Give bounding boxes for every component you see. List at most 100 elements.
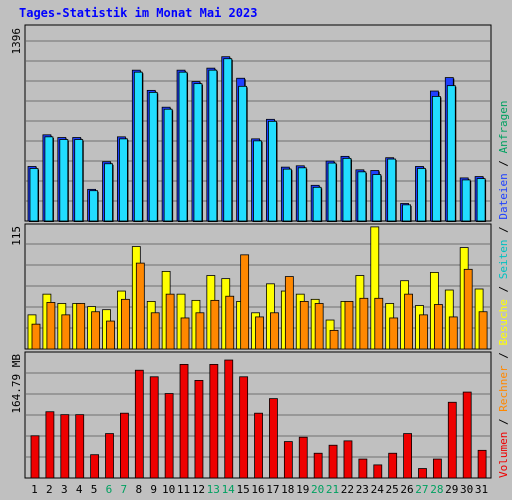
x-tick-label: 20 <box>311 483 324 496</box>
dateien-bar <box>431 96 441 222</box>
x-tick-label: 23 <box>356 483 369 496</box>
volumen-bar <box>388 452 398 479</box>
right-legend: Volumen / Rechner / Besuche / Seiten / D… <box>497 100 510 478</box>
rechner-bar <box>240 254 250 350</box>
volumen-bar <box>432 458 442 479</box>
dateien-bar <box>327 162 337 222</box>
dateien-bar <box>193 83 203 222</box>
volumen-bar <box>149 376 159 479</box>
volumen-bar <box>343 440 353 479</box>
x-tick-label: 29 <box>445 483 458 496</box>
dateien-bar <box>238 85 248 222</box>
rechner-bar <box>463 268 473 350</box>
legend-entry-dateien: Dateien <box>497 173 510 219</box>
rechner-bar <box>225 295 235 350</box>
dateien-bar <box>104 163 113 222</box>
rechner-bar <box>314 303 324 350</box>
rechner-bar <box>180 317 190 350</box>
rechner-bar <box>106 320 115 350</box>
y-max-label-anfragen: 1396 <box>10 28 23 55</box>
volumen-bar <box>60 414 70 479</box>
dateien-bar <box>74 139 84 222</box>
rechner-bar <box>165 293 175 350</box>
volumen-bar <box>477 449 487 479</box>
x-tick-label: 15 <box>236 483 249 496</box>
legend-separator: / <box>497 220 510 240</box>
x-tick-label: 2 <box>46 483 53 496</box>
rechner-bar <box>448 316 458 350</box>
volumen-bar <box>418 468 427 479</box>
dateien-bar <box>446 85 456 222</box>
volumen-bar <box>120 412 129 479</box>
x-tick-label: 27 <box>415 483 428 496</box>
x-tick-label: 19 <box>296 483 309 496</box>
volumen-bar <box>447 401 457 479</box>
rechner-bar <box>255 316 264 350</box>
x-tick-label: 5 <box>91 483 98 496</box>
volumen-bar <box>254 412 263 479</box>
rechner-bar <box>135 262 145 350</box>
volumen-bar <box>239 376 249 479</box>
dateien-bar <box>29 168 39 222</box>
rechner-bar <box>121 298 130 350</box>
x-tick-label: 11 <box>177 483 190 496</box>
volumen-bar <box>462 391 472 479</box>
x-tick-label: 16 <box>251 483 264 496</box>
x-tick-label: 6 <box>106 483 113 496</box>
x-tick-label: 22 <box>341 483 354 496</box>
rechner-bar <box>359 297 369 350</box>
rechner-bar <box>61 314 71 350</box>
dateien-bar <box>461 179 471 222</box>
volumen-bar <box>328 444 338 479</box>
x-tick-label: 26 <box>400 483 413 496</box>
dateien-bar <box>417 168 426 222</box>
x-tick-label: 30 <box>460 483 473 496</box>
chart-title: Tages-Statistik im Monat Mai 2023 <box>19 6 258 20</box>
x-tick-label: 7 <box>121 483 128 496</box>
legend-entry-rechner: Rechner <box>497 365 510 412</box>
volumen-bar <box>358 458 368 479</box>
dateien-bar <box>402 204 411 222</box>
legend-separator: / <box>497 279 510 299</box>
x-tick-label: 14 <box>222 483 236 496</box>
volumen-bar <box>313 452 323 479</box>
x-tick-label: 4 <box>76 483 83 496</box>
x-tick-label: 9 <box>150 483 157 496</box>
dateien-bar <box>253 140 262 222</box>
rechner-bar <box>284 276 294 350</box>
legend-entry-volumen: Volumen <box>497 432 510 478</box>
rechner-bar <box>433 304 443 350</box>
volumen-bar <box>209 364 219 479</box>
volumen-bar <box>373 464 383 479</box>
volumen-bar <box>105 433 114 479</box>
x-tick-label: 17 <box>266 483 279 496</box>
legend-entry-anfragen: Anfragen <box>497 100 510 153</box>
dateien-bar <box>357 171 367 222</box>
dateien-bar <box>163 108 173 222</box>
x-tick-label: 13 <box>207 483 220 496</box>
x-tick-label: 25 <box>386 483 399 496</box>
x-tick-label: 8 <box>135 483 142 496</box>
x-tick-label: 12 <box>192 483 205 496</box>
dateien-bar <box>297 167 307 222</box>
volumen-bar <box>224 359 234 479</box>
rechner-bar <box>344 300 354 350</box>
legend-separator: / <box>497 412 510 432</box>
volumen-bar <box>30 435 40 479</box>
rechner-bar <box>270 312 279 350</box>
legend-separator: / <box>497 153 510 173</box>
legend-entry-besuche: Besuche <box>497 299 510 345</box>
x-tick-label: 18 <box>281 483 294 496</box>
rechner-bar <box>76 303 86 350</box>
volumen-bar <box>403 433 412 479</box>
dateien-bar <box>178 71 188 222</box>
dateien-bar <box>372 174 382 222</box>
rechner-bar <box>404 293 413 350</box>
volumen-bar <box>164 393 174 479</box>
dateien-bar <box>148 91 158 222</box>
volumen-bar <box>269 398 278 479</box>
dateien-bar <box>133 71 143 222</box>
x-tick-label: 24 <box>371 483 385 496</box>
dateien-bar <box>476 178 486 222</box>
